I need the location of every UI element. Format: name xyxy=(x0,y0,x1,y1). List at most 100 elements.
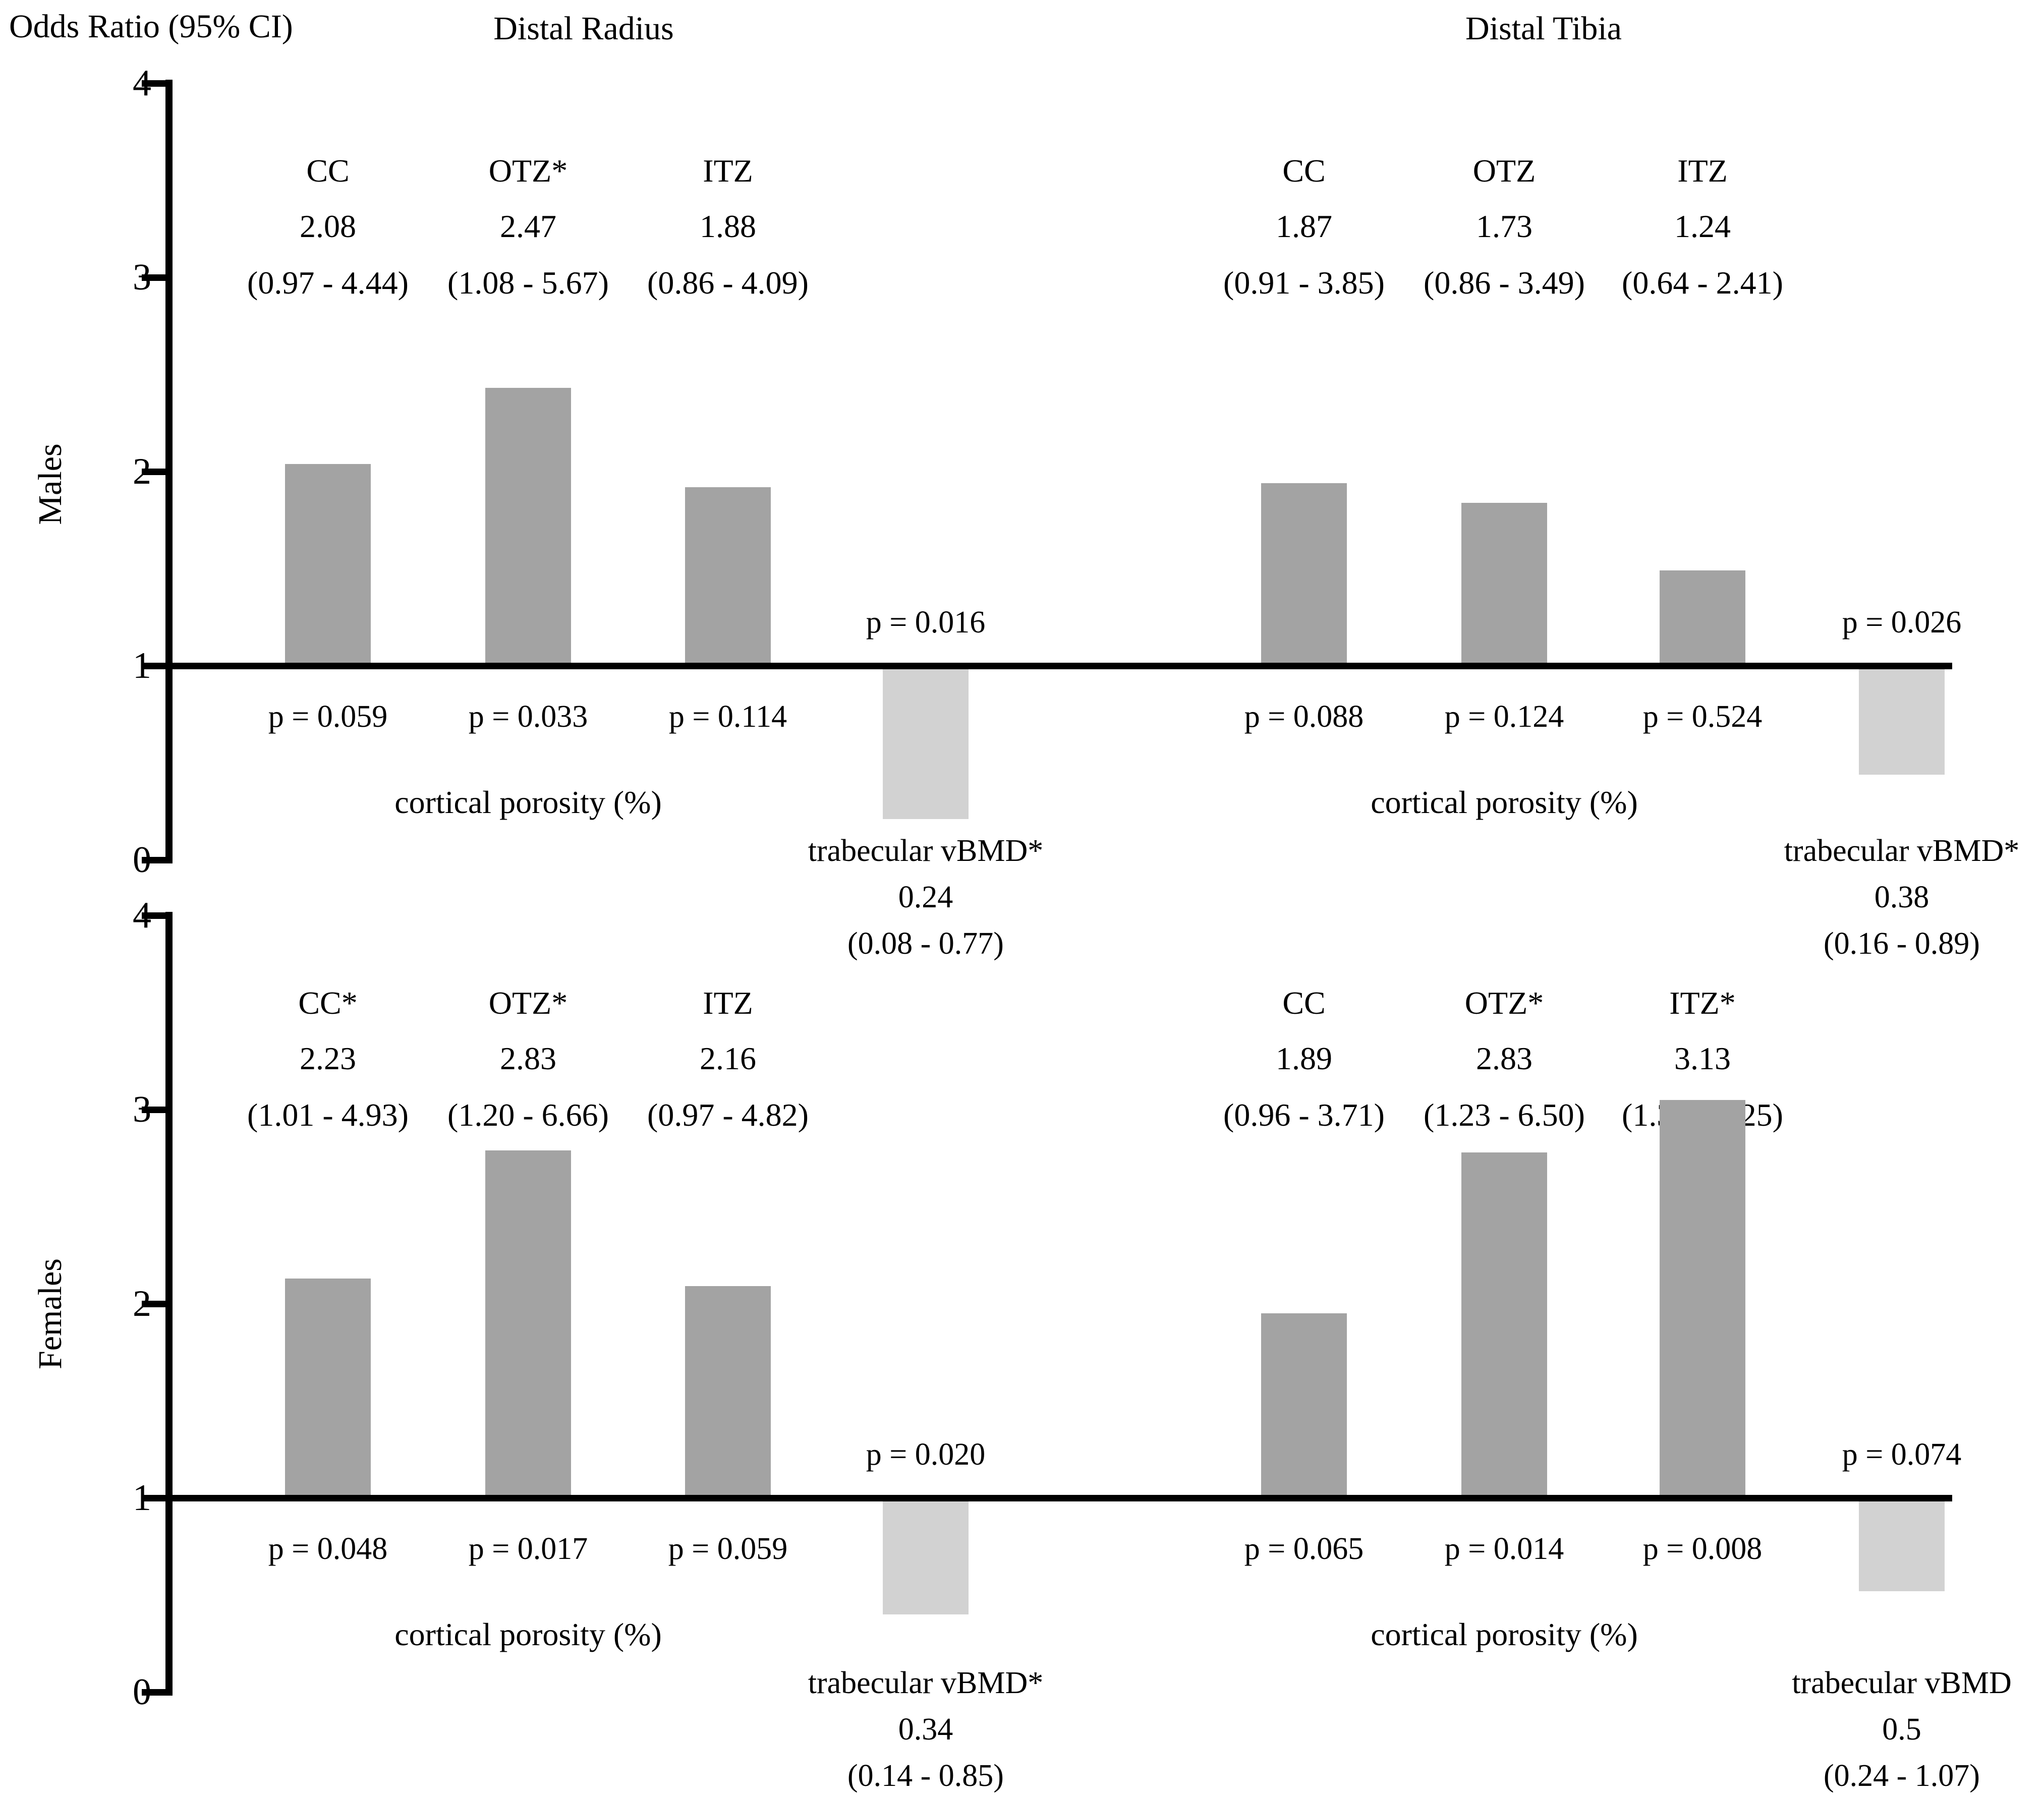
y-tick-label: 4 xyxy=(133,63,151,104)
y-tick xyxy=(142,912,169,919)
odds-ratio-value: 1.89 xyxy=(1276,1040,1332,1076)
trabecular-label: trabecular vBMD* xyxy=(1784,834,2020,868)
y-tick xyxy=(142,663,169,669)
p-value: p = 0.124 xyxy=(1444,700,1564,734)
y-tick xyxy=(142,80,169,87)
trabecular-label: trabecular vBMD xyxy=(1792,1666,2012,1700)
bar-males-tibia-otz xyxy=(1461,503,1547,666)
bar-males-radius-itz xyxy=(685,487,771,666)
bar-group-label: ITZ* xyxy=(1669,985,1736,1021)
bar-females-tibia-cc xyxy=(1261,1313,1347,1498)
site-title-distal-radius: Distal Radius xyxy=(493,10,674,47)
bar-males-radius-otz xyxy=(485,388,571,666)
odds-ratio-value: 0.34 xyxy=(898,1712,953,1747)
y-tick xyxy=(142,1495,169,1501)
x-axis-label: cortical porosity (%) xyxy=(394,1616,662,1652)
bar-males-tibia-cc xyxy=(1261,483,1347,666)
y-tick-label: 3 xyxy=(133,257,151,298)
confidence-interval: (1.08 - 5.67) xyxy=(447,265,609,301)
odds-ratio-1-baseline xyxy=(169,1495,1952,1501)
p-value: p = 0.033 xyxy=(468,700,588,734)
odds-ratio-value: 2.83 xyxy=(1476,1040,1532,1076)
bar-group-label: ITZ xyxy=(703,985,753,1021)
y-tick-label: 2 xyxy=(133,1283,151,1324)
confidence-interval: (0.97 - 4.44) xyxy=(247,265,409,301)
bar-group-label: CC xyxy=(1282,153,1326,189)
panel-males: 4 3 2 1 0 CC OTZ* ITZ 2.08 2.47 1.88 (0.… xyxy=(0,63,2044,961)
p-value: p = 0.074 xyxy=(1842,1437,1962,1472)
bar-males-tibia-itz xyxy=(1660,570,1745,666)
bar-group-label: ITZ xyxy=(1677,153,1728,189)
y-tick-label: 4 xyxy=(133,895,151,936)
odds-ratio-value: 2.16 xyxy=(700,1040,756,1076)
bar-group-label: ITZ xyxy=(703,153,753,189)
odds-ratio-value: 2.23 xyxy=(300,1040,356,1076)
p-value: p = 0.048 xyxy=(268,1532,388,1566)
bar-females-tibia-trabecular xyxy=(1859,1498,1945,1591)
x-axis-label: cortical porosity (%) xyxy=(1371,784,1638,820)
y-tick xyxy=(142,1689,169,1696)
p-value: p = 0.088 xyxy=(1244,700,1364,734)
p-value: p = 0.026 xyxy=(1842,605,1962,640)
trabecular-label: trabecular vBMD* xyxy=(808,834,1044,868)
odds-ratio-value: 1.24 xyxy=(1674,208,1731,244)
bar-males-radius-cc xyxy=(285,464,371,666)
bar-males-tibia-trabecular xyxy=(1859,666,1945,775)
p-value: p = 0.114 xyxy=(668,700,787,734)
bar-group-label: OTZ* xyxy=(1464,985,1544,1021)
p-value: p = 0.008 xyxy=(1642,1532,1763,1566)
p-value: p = 0.020 xyxy=(866,1437,986,1472)
p-value: p = 0.524 xyxy=(1642,700,1763,734)
p-value: p = 0.059 xyxy=(268,700,388,734)
bar-females-radius-cc xyxy=(285,1279,371,1498)
bar-females-tibia-itz xyxy=(1660,1100,1745,1498)
yaxis-header: Odds Ratio (95% CI) xyxy=(9,8,293,45)
trabecular-label: trabecular vBMD* xyxy=(808,1666,1044,1700)
p-value: p = 0.016 xyxy=(866,605,986,640)
odds-ratio-value: 2.08 xyxy=(300,208,356,244)
odds-ratio-value: 1.73 xyxy=(1476,208,1532,244)
y-tick-label: 2 xyxy=(133,451,151,492)
odds-ratio-value: 0.5 xyxy=(1882,1712,1921,1747)
bar-group-label: CC xyxy=(1282,985,1326,1021)
confidence-interval: (0.97 - 4.82) xyxy=(647,1097,809,1133)
y-tick xyxy=(142,857,169,863)
site-title-distal-tibia: Distal Tibia xyxy=(1465,10,1622,47)
y-tick xyxy=(142,1107,169,1113)
odds-ratio-value: 3.13 xyxy=(1674,1040,1731,1076)
odds-ratio-1-baseline xyxy=(169,663,1952,669)
bar-females-radius-otz xyxy=(485,1150,571,1498)
odds-ratio-value: 0.38 xyxy=(1874,880,1929,914)
confidence-interval: (0.86 - 4.09) xyxy=(647,265,809,301)
odds-ratio-value: 1.88 xyxy=(700,208,756,244)
confidence-interval: (0.14 - 0.85) xyxy=(847,1759,1004,1793)
y-tick-label: 1 xyxy=(133,645,151,686)
confidence-interval: (0.96 - 3.71) xyxy=(1223,1097,1385,1133)
y-tick-label: 0 xyxy=(133,839,151,881)
odds-ratio-value: 2.83 xyxy=(500,1040,556,1076)
odds-ratio-value: 2.47 xyxy=(500,208,556,244)
y-tick xyxy=(142,274,169,281)
confidence-interval: (0.86 - 3.49) xyxy=(1424,265,1585,301)
odds-ratio-value: 1.87 xyxy=(1276,208,1332,244)
y-tick xyxy=(142,469,169,475)
bar-males-radius-trabecular xyxy=(883,666,969,819)
bar-group-label: OTZ* xyxy=(488,153,568,189)
confidence-interval: (1.01 - 4.93) xyxy=(247,1097,409,1133)
confidence-interval: (0.64 - 2.41) xyxy=(1622,265,1783,301)
panel-females: 4 3 2 1 0 CC* OTZ* ITZ 2.23 2.83 2.16 (1… xyxy=(0,895,2044,1793)
bar-group-label: CC xyxy=(306,153,350,189)
p-value: p = 0.017 xyxy=(468,1532,588,1566)
y-tick-label: 0 xyxy=(133,1671,151,1713)
bar-group-label: OTZ* xyxy=(488,985,568,1021)
bar-group-label: CC* xyxy=(298,985,358,1021)
confidence-interval: (0.91 - 3.85) xyxy=(1223,265,1385,301)
p-value: p = 0.014 xyxy=(1444,1532,1564,1566)
bar-females-radius-trabecular xyxy=(883,1498,969,1614)
confidence-interval: (1.20 - 6.66) xyxy=(447,1097,609,1133)
confidence-interval: (0.08 - 0.77) xyxy=(847,926,1004,961)
confidence-interval: (1.23 - 6.50) xyxy=(1424,1097,1585,1133)
y-tick-label: 3 xyxy=(133,1089,151,1130)
bar-females-radius-itz xyxy=(685,1286,771,1498)
